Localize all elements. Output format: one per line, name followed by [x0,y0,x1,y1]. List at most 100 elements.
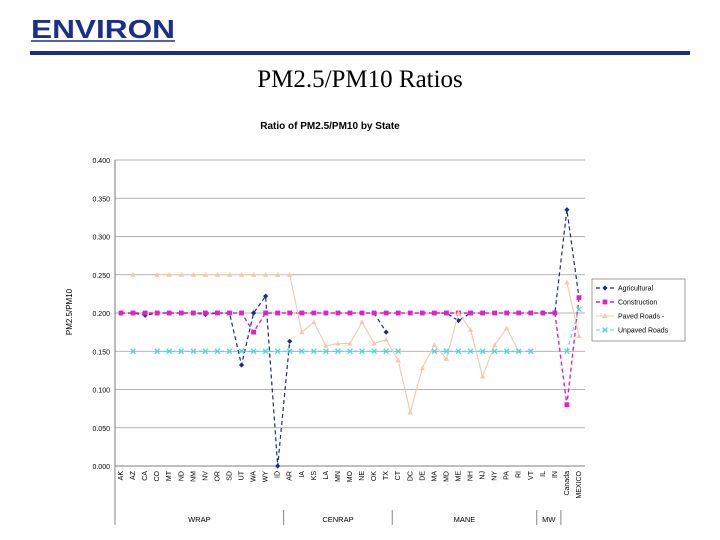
legend-label: Unpaved Roads [618,328,669,335]
data-point [371,348,377,355]
x-tick-label: UT [239,470,246,480]
x-tick-label: NM [190,471,197,482]
data-point [383,310,389,316]
data-point [479,373,486,379]
data-point [178,271,184,277]
x-tick-label: VT [528,470,535,480]
legend-label: Paved Roads - [618,314,665,321]
data-point [383,336,389,342]
group-label: MANE [454,515,476,524]
data-point [262,348,269,355]
data-point [468,310,473,316]
data-point [250,271,257,277]
data-point [564,279,570,285]
data-point [311,348,317,355]
data-point [504,325,510,331]
data-point [576,306,582,312]
data-point [287,310,293,316]
chart-title: Ratio of PM2.5/PM10 by State [260,121,400,132]
group-label: MW [542,515,556,524]
data-point [564,402,570,408]
y-tick-label: 0.100 [92,388,110,395]
data-point [238,271,245,277]
x-tick-label: Canada [564,471,571,496]
x-tick-label: AK [118,471,125,481]
data-point [347,340,353,346]
data-point [190,348,197,355]
data-point [166,271,172,277]
data-point [142,310,148,316]
x-tick-label: MN [335,471,342,482]
data-point [275,271,281,277]
x-tick-label: NV [202,471,209,481]
legend-label: Construction [618,300,657,307]
x-tick-label: AR [287,471,294,481]
data-point [371,340,377,346]
data-point [214,271,221,277]
data-point [250,310,257,316]
data-point [335,310,341,316]
series-line [542,209,580,314]
x-tick-label: NH [468,471,475,481]
y-tick-label: 0.400 [92,158,110,165]
data-point [335,348,341,355]
data-point [299,310,305,316]
y-tick-label: 0.200 [92,311,110,318]
x-tick-label: DC [407,471,414,481]
data-point [576,295,582,301]
x-tick-label: RI [516,471,523,478]
data-point [419,310,425,316]
data-point [359,310,365,316]
x-tick-label: MO [347,470,354,482]
x-tick-label: IA [299,471,306,478]
data-point [516,310,522,316]
data-point [190,310,196,316]
data-point [395,348,402,355]
group-label: CENRAP [322,515,353,524]
data-point [226,348,233,355]
data-point [202,310,208,316]
y-tick-label: 0.250 [92,273,110,280]
x-tick-label: DE [419,471,426,481]
data-point [602,313,608,318]
y-tick-label: 0.050 [92,426,110,433]
y-tick-label: 0.000 [92,464,110,471]
data-point [118,310,124,316]
data-point [515,348,522,355]
x-tick-label: KS [311,471,318,481]
x-tick-label: CO [154,470,161,481]
data-point [467,327,474,332]
data-point [455,310,462,315]
axes [114,160,585,467]
data-point [527,348,534,355]
series-construction [118,295,582,408]
legend: Agricultural Construction Paved Roads - Unp… [591,278,686,342]
data-point [299,329,305,335]
data-point [564,348,570,355]
data-point [407,310,413,316]
data-point [443,348,450,355]
data-point [166,348,173,355]
data-point [274,348,281,355]
x-tick-label: MA [431,471,438,482]
series-line [373,312,387,333]
x-tick-label: MEXICO [576,470,583,498]
x-tick-label: IL [540,471,547,477]
data-point [492,310,498,316]
data-point [154,348,161,355]
data-point [479,348,486,355]
data-point [431,348,438,355]
x-tick-label: OR [214,471,221,482]
data-point [455,348,462,355]
y-axis-ticks: 0.000 0.050 0.100 0.150 0.200 0.250 0.300 0.350… [92,158,110,471]
data-point [383,329,389,335]
data-point [166,310,172,316]
data-point [431,310,437,316]
x-tick-label: CT [395,470,402,480]
data-point [347,310,353,316]
legend-box [591,278,686,342]
data-point [154,310,160,316]
data-point [178,348,185,355]
y-tick-label: 0.150 [92,349,110,356]
data-point [602,299,608,305]
